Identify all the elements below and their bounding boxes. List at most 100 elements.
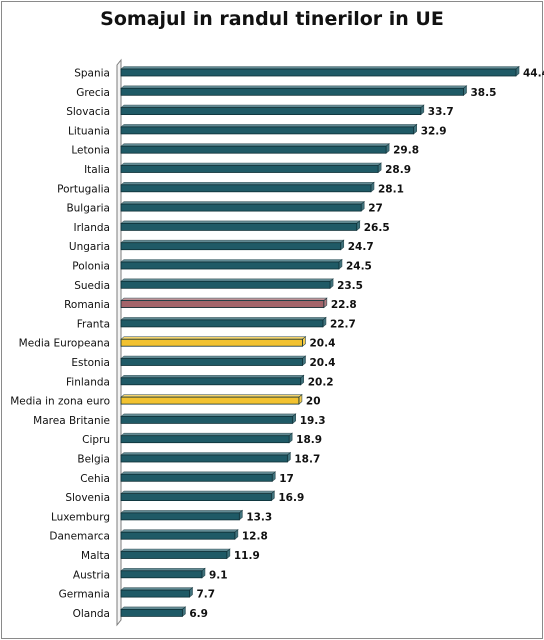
bar (120, 396, 300, 405)
category-label: Media Europeana (19, 338, 110, 350)
bar (120, 531, 236, 540)
bar-group (120, 413, 297, 425)
category-label: Luxemburg (51, 511, 110, 523)
category-label: Media in zona euro (10, 396, 110, 408)
bar-group (120, 567, 206, 579)
bar (120, 280, 331, 289)
bar-group (120, 606, 187, 618)
bar (120, 184, 372, 193)
bar-group (120, 65, 520, 77)
bar-group (120, 509, 244, 521)
value-label: 38.5 (471, 87, 497, 99)
bar-group (120, 297, 328, 309)
category-label: Ungaria (69, 241, 110, 253)
bar-group (120, 432, 293, 444)
value-label: 24.7 (348, 241, 374, 253)
category-label: Italia (84, 164, 110, 176)
category-label: Romania (64, 299, 110, 311)
value-label: 26.5 (364, 222, 390, 234)
bar (120, 319, 324, 328)
bar-group (120, 220, 361, 232)
bar (120, 493, 272, 502)
bar-group (120, 451, 292, 463)
bar-group (120, 355, 307, 367)
bar-group (120, 393, 303, 405)
bar (120, 145, 387, 154)
bar (120, 551, 228, 559)
bar (120, 454, 288, 463)
bar (120, 435, 290, 444)
bar-group (120, 85, 468, 96)
bar (120, 242, 342, 251)
value-label: 19.3 (300, 415, 326, 427)
bar (120, 358, 303, 366)
category-label: Marea Britanie (33, 415, 110, 427)
category-label: Estonia (71, 357, 110, 369)
bar-group (120, 316, 327, 328)
bar (120, 473, 273, 482)
bar (120, 165, 379, 173)
value-label: 28.1 (378, 183, 404, 195)
value-label: 11.9 (234, 550, 260, 562)
bar (120, 300, 325, 309)
value-label: 29.8 (393, 145, 419, 157)
category-label: Germania (59, 589, 110, 601)
value-label: 24.5 (346, 261, 372, 273)
bar-group (120, 336, 307, 347)
value-label: 6.9 (189, 608, 208, 620)
bar-group (120, 490, 276, 502)
bar-group (120, 143, 390, 154)
value-label: 13.3 (246, 511, 272, 523)
bar-group (120, 471, 277, 482)
bar (120, 570, 203, 579)
bar-group (120, 123, 418, 135)
category-label: Belgia (77, 454, 110, 466)
category-label: Polonia (72, 261, 110, 273)
value-label: 20.4 (309, 338, 335, 350)
chart-title: Somajul in randul tinerilor in UE (100, 8, 444, 30)
bar (120, 377, 302, 386)
bar (120, 609, 183, 617)
value-label: 28.9 (385, 164, 411, 176)
bar-group (120, 258, 343, 270)
value-label: 18.7 (294, 454, 320, 466)
value-label: 17 (279, 473, 294, 485)
value-label: 33.7 (428, 106, 454, 118)
bar-group (120, 239, 345, 251)
bar (120, 415, 294, 424)
category-label: Letonia (71, 145, 110, 157)
bar-group (120, 162, 382, 174)
bar-group (120, 104, 425, 116)
axis-wall (116, 58, 122, 627)
value-label: 18.9 (296, 434, 322, 446)
category-label: Lituania (68, 125, 110, 137)
category-label: Olanda (73, 608, 110, 620)
value-label: 22.7 (330, 318, 356, 330)
bar-group (120, 374, 305, 386)
category-label: Portugalia (57, 183, 110, 195)
bar-group (120, 586, 194, 598)
bar (120, 222, 358, 231)
bar (120, 589, 190, 598)
bar (120, 68, 517, 77)
value-label: 27 (368, 203, 383, 215)
value-label: 22.8 (331, 299, 357, 311)
bar-group (120, 278, 334, 289)
category-label: Malta (81, 550, 110, 562)
value-label: 12.8 (242, 531, 268, 543)
bar-group (120, 200, 366, 212)
value-label: 9.1 (209, 569, 228, 581)
category-label: Franta (77, 318, 110, 330)
bar (120, 512, 240, 521)
value-label: 16.9 (278, 492, 304, 504)
category-label: Danemarca (49, 531, 110, 543)
bar (120, 87, 464, 96)
value-label: 23.5 (337, 280, 363, 292)
category-label: Bulgaria (66, 203, 110, 215)
value-label: 44.4 (523, 68, 544, 80)
bar (120, 261, 340, 270)
category-label: Finlanda (66, 376, 110, 388)
bar (120, 107, 422, 115)
category-label: Cipru (82, 434, 110, 446)
category-label: Suedia (74, 280, 110, 292)
